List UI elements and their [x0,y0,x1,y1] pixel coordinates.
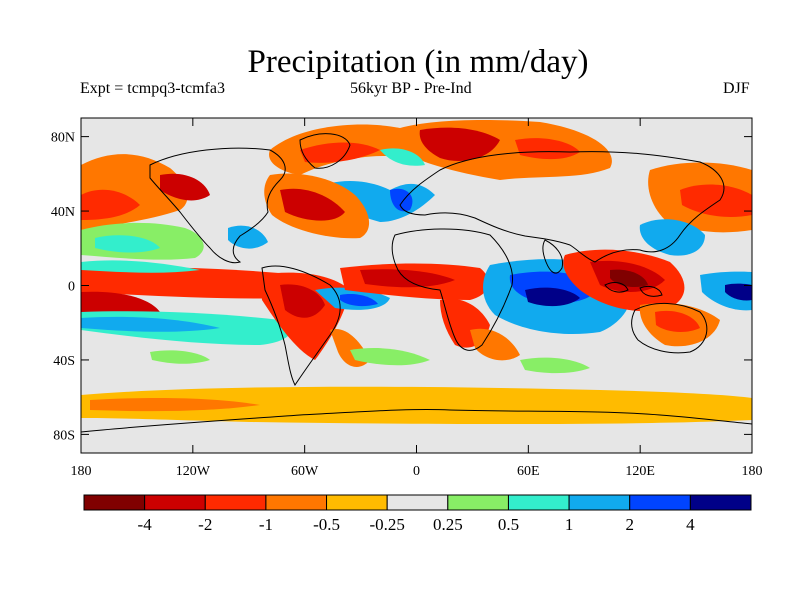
lon-tick-label: 0 [413,464,420,479]
coastline-islands [604,282,663,297]
anomaly-patch [81,316,220,332]
lon-tick-label: 180 [71,464,92,479]
anomaly-patch [228,225,268,249]
colorbar-label: -2 [198,515,212,534]
colorbar-swatch [689,494,752,511]
coastline-india [542,239,564,274]
anomaly-patch [515,138,580,160]
longitude-axis: 180 120W 60W 0 60E 120E 180 [71,118,763,479]
lat-tick-label: 80S [53,428,75,443]
anomaly-patch [160,173,210,201]
colorbar-label: -0.25 [369,515,404,534]
anomaly-patch [350,348,430,366]
colorbar-label: 0.5 [498,515,519,534]
coastlines [81,133,752,433]
lon-tick-label: 60W [291,464,319,479]
season-label: DJF [723,80,750,97]
lat-tick-label: 40S [53,354,75,369]
anomaly-patch [95,235,160,253]
anomaly-patch [280,188,345,221]
coastline-africa [391,228,514,351]
coastline-eurasia [399,151,725,263]
colorbar-label: 0.25 [433,515,463,534]
anomaly-patch [81,189,140,220]
anomaly-patch [81,260,200,273]
colorbar-swatch [629,494,691,511]
anomaly-patch [725,283,752,301]
coastline-north-america [149,147,286,264]
precipitation-field [81,120,752,425]
colorbar-swatch [447,494,509,511]
colorbar: -4 -2 -1 -0.5 -0.25 0.25 0.5 1 2 4 [83,494,752,534]
anomaly-patch [639,219,705,256]
anomaly-patch [150,350,210,364]
colorbar-label: 4 [686,515,695,534]
colorbar-label: 1 [565,515,574,534]
experiment-label: Expt = tcmpq3-tcmfa3 [80,80,225,97]
anomaly-patch [470,328,520,361]
colorbar-label: -1 [259,515,273,534]
anomaly-patch [525,287,580,307]
lat-tick-label: 0 [68,280,75,295]
coastline-australia [631,302,708,354]
colorbar-swatch [326,494,388,511]
period-label: 56kyr BP - Pre-Ind [350,80,472,97]
colorbar-label: -4 [138,515,153,534]
anomaly-patch [81,267,318,299]
anomaly-patch [380,148,425,166]
anomaly-patch [655,310,700,332]
colorbar-label: -0.5 [313,515,340,534]
anomaly-patch [280,284,325,318]
anomaly-patch [520,357,590,374]
anomaly-patch [340,294,378,307]
anomaly-patch [360,269,455,288]
anomaly-patch [680,184,752,217]
plot-title: Precipitation (in mm/day) [247,44,589,80]
anomaly-patch [300,142,380,163]
lon-tick-label: 60E [517,464,540,479]
lon-tick-label: 120E [625,464,655,479]
colorbar-swatch [83,494,146,511]
latitude-axis: 80N 40N 0 40S 80S [51,131,752,443]
lon-tick-label: 120W [176,464,211,479]
lat-tick-label: 40N [51,205,75,220]
colorbar-swatch [386,494,449,511]
anomaly-patch [81,386,752,425]
colorbar-label: 2 [625,515,634,534]
lat-tick-label: 80N [51,131,75,146]
colorbar-swatch [568,494,631,511]
anomaly-patch [390,188,413,212]
colorbar-swatch [265,494,328,511]
coastline-greenland [299,133,351,169]
colorbar-swatch [204,494,267,511]
coastline-south-america [261,265,341,386]
colorbar-swatch [507,494,570,511]
coastline-antarctica [81,408,752,433]
anomaly-patch [419,127,500,161]
anomaly-patch [90,397,260,412]
lon-tick-label: 180 [742,464,763,479]
colorbar-swatch [144,494,206,511]
